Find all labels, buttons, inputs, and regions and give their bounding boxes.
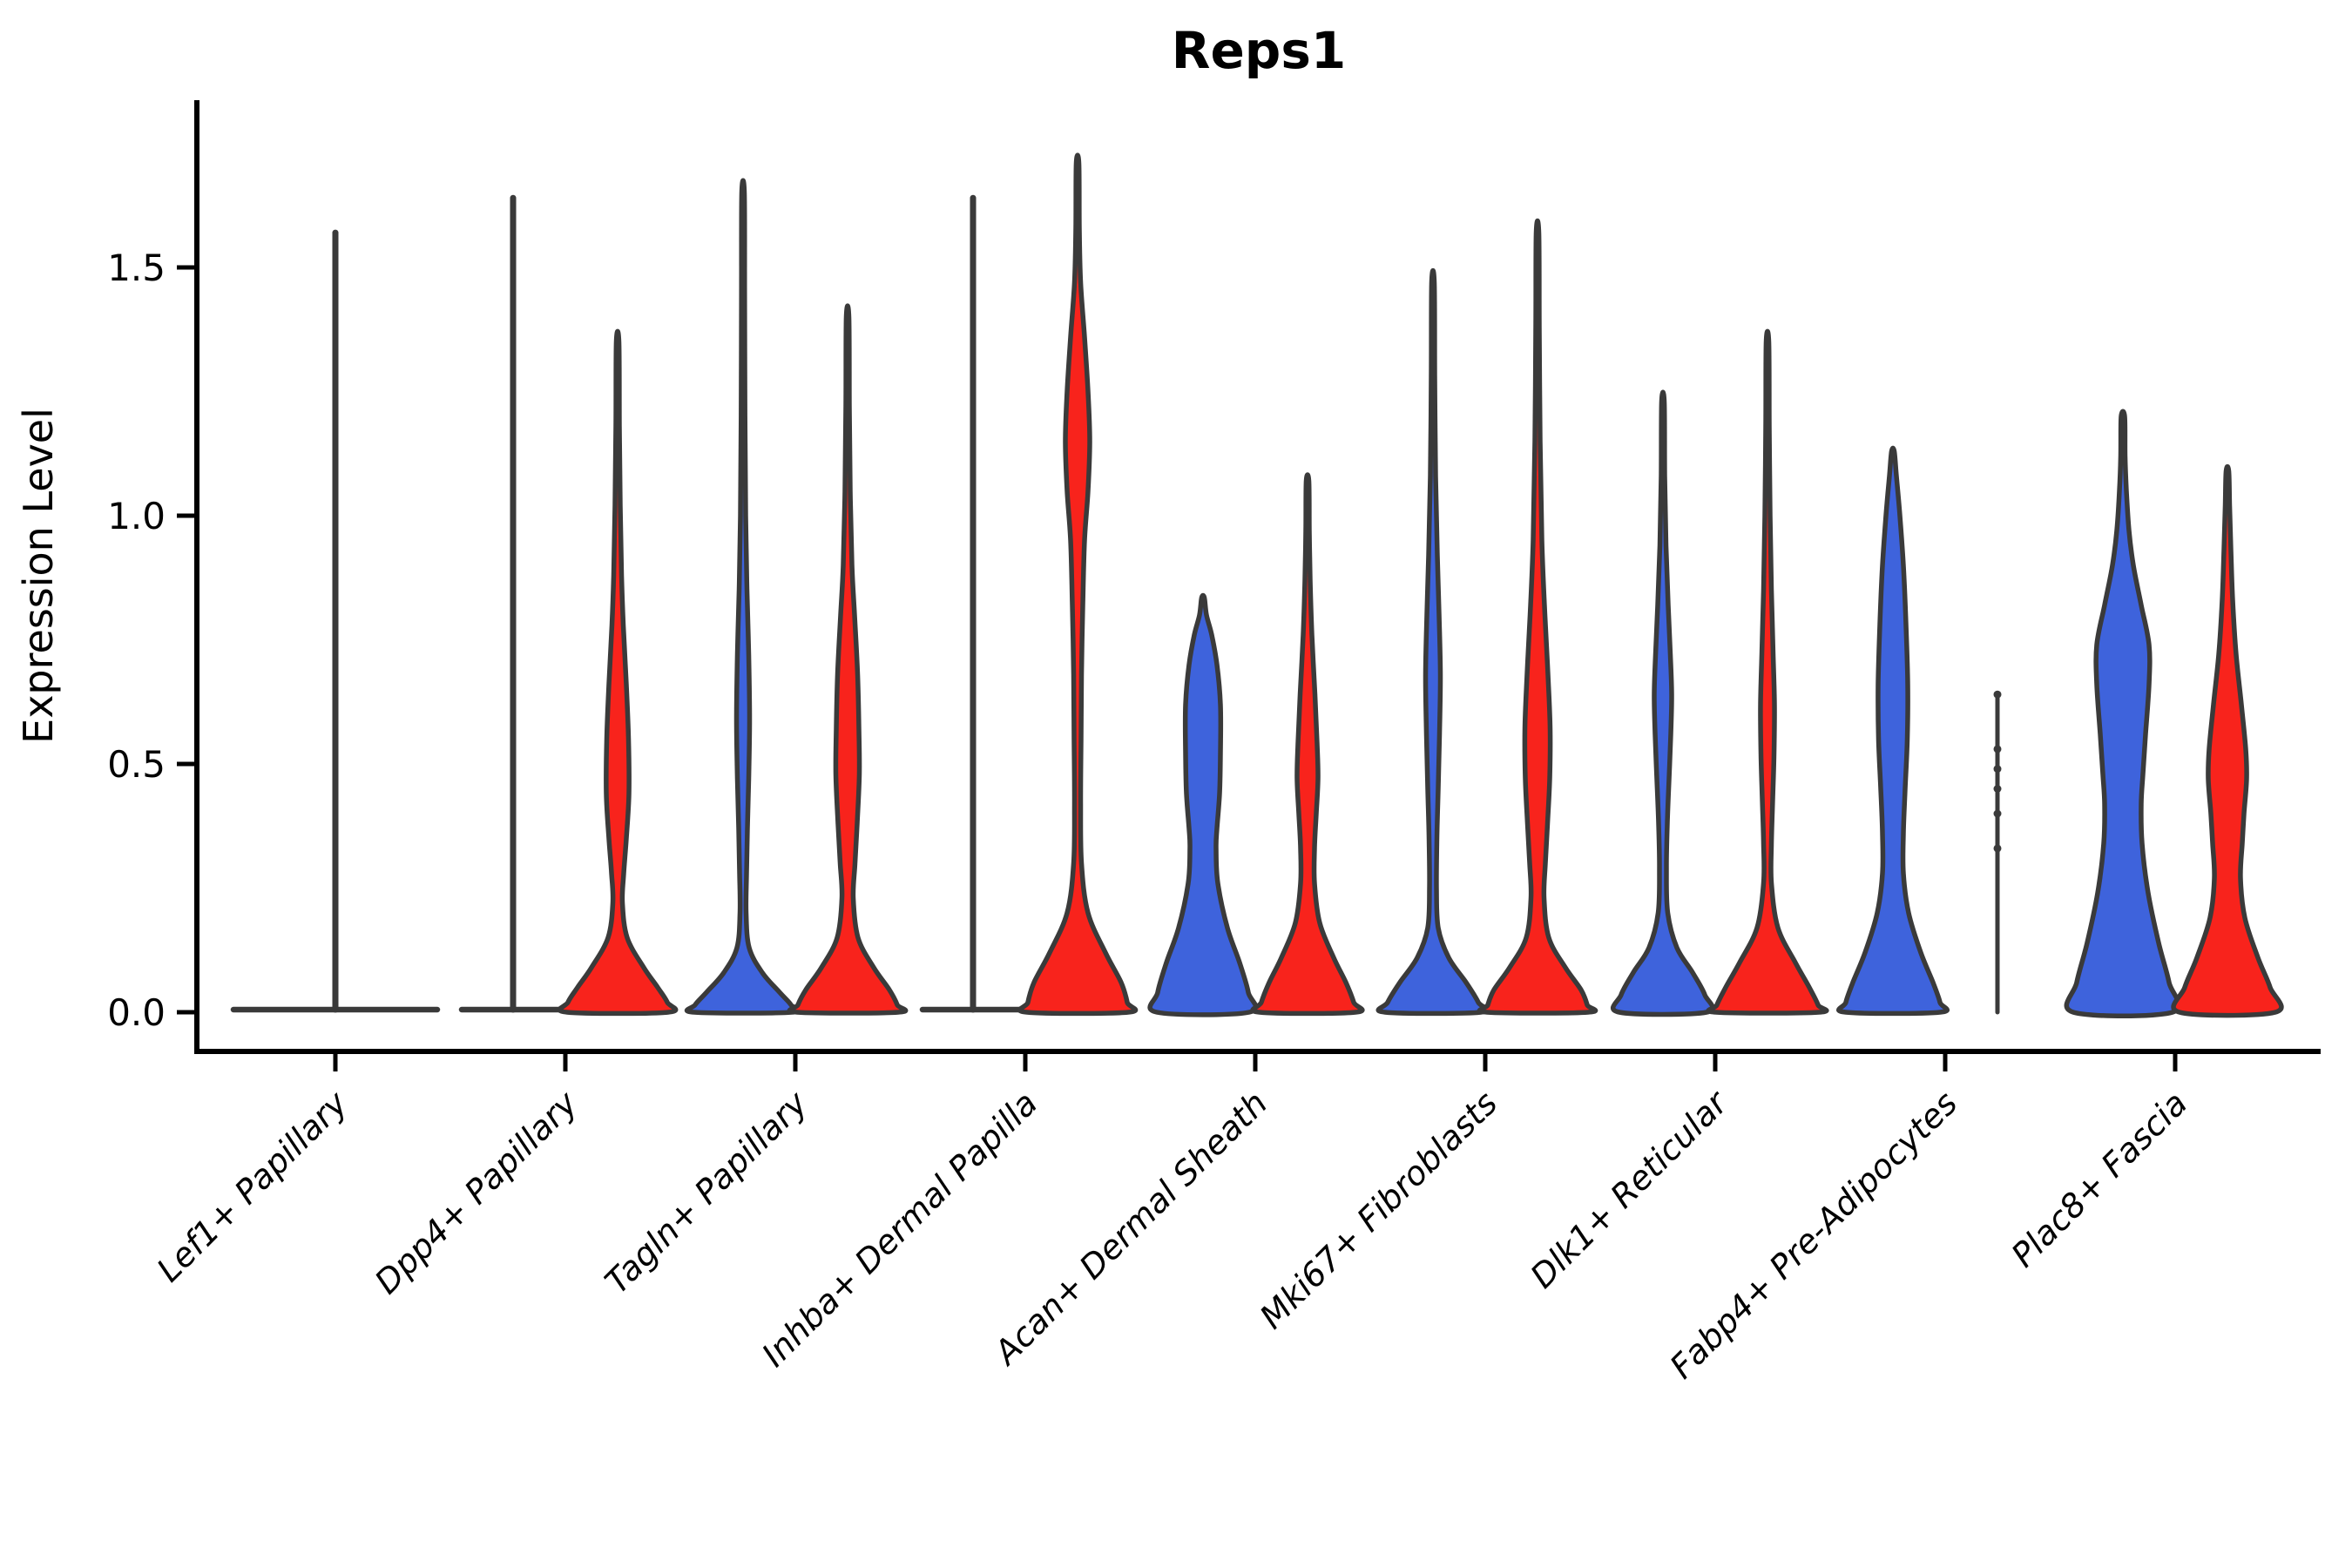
- violin-fabp4-pre-adipocytes-line-dots-point: [1993, 745, 2002, 754]
- violin-acan-dermal-sheath-red: [1250, 472, 1365, 1017]
- violin-tagln-papillary-blue: [684, 178, 802, 1016]
- x-tick-label: Dpp4+ Papillary: [368, 1084, 585, 1301]
- violin-tagln-papillary-red: [787, 303, 909, 1016]
- y-tick-label: 1.5: [107, 247, 166, 289]
- x-tick-label: Plac8+ Fascia: [2004, 1084, 2195, 1274]
- violin-fabp4-pre-adipocytes-line-dots-point: [1993, 809, 2002, 818]
- violin-dpp4-papillary-red: [557, 328, 679, 1017]
- violin-inhba-dermal-papilla-red: [1017, 152, 1139, 1017]
- violin-fabp4-pre-adipocytes-blue: [1835, 445, 1950, 1017]
- violin-acan-dermal-sheath-blue: [1147, 592, 1259, 1017]
- y-tick-label: 0.0: [107, 991, 166, 1034]
- violin-fabp4-pre-adipocytes-line-dots-point: [1993, 785, 2002, 793]
- x-tick-label: Dlk1+ Reticular: [1523, 1083, 1736, 1296]
- x-tick-label: Tagln+ Papillary: [598, 1084, 815, 1301]
- y-tick-label: 1.0: [107, 495, 166, 537]
- violin-plac8-fascia-red: [2171, 463, 2284, 1018]
- x-tick-label: Acan+ Dermal Sheath: [985, 1084, 1275, 1374]
- violin-dlk1-reticular-blue: [1611, 389, 1715, 1017]
- x-tick-label: Lef1+ Papillary: [150, 1084, 355, 1289]
- violin-fabp4-pre-adipocytes-line-dots-point: [1993, 690, 2002, 699]
- y-axis-label: Expression Level: [15, 408, 62, 744]
- violin-fabp4-pre-adipocytes-line-dots-point: [1993, 844, 2002, 853]
- y-tick-label: 0.5: [107, 743, 166, 786]
- violin-fabp4-pre-adipocytes-line-dots-point: [1993, 765, 2002, 774]
- violin-mki67-fibroblasts-red: [1477, 218, 1598, 1016]
- violin-dlk1-reticular-red: [1706, 328, 1829, 1016]
- chart-title: Reps1: [1172, 21, 1346, 80]
- violin-plac8-fascia-blue: [2064, 409, 2182, 1018]
- x-tick-label: Mki67+ Fibroblasts: [1253, 1084, 1505, 1336]
- violin-mki67-fibroblasts-blue: [1375, 267, 1490, 1017]
